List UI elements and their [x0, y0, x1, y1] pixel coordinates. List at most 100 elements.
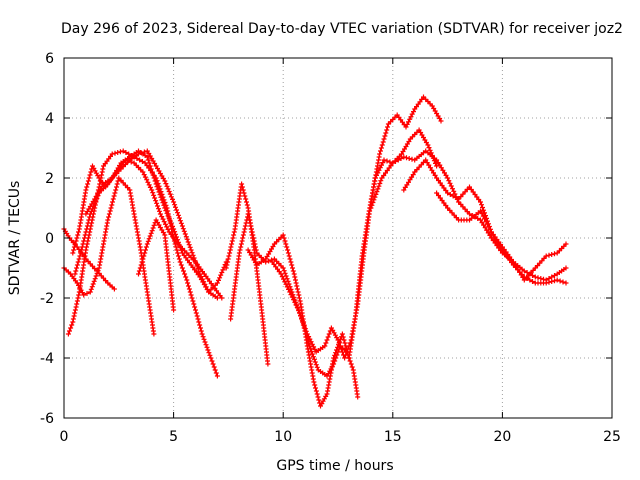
data-point: [479, 202, 484, 208]
data-point: [244, 199, 249, 205]
data-point: [238, 244, 244, 250]
data-point: [530, 279, 535, 284]
data-point: [326, 331, 332, 337]
data-point: [370, 200, 376, 205]
data-point: [410, 172, 416, 178]
data-point: [378, 148, 383, 154]
data-point: [70, 250, 76, 256]
data-point: [231, 229, 237, 235]
data-point: [206, 350, 212, 356]
data-point: [141, 149, 147, 155]
data-point: [202, 339, 208, 345]
data-point: [290, 268, 296, 274]
data-point: [181, 228, 187, 234]
data-point: [445, 190, 451, 196]
data-point: [144, 154, 150, 160]
data-point: [295, 289, 301, 295]
data-point: [447, 192, 453, 197]
data-point: [335, 344, 340, 350]
data-point: [98, 256, 104, 262]
data-point: [146, 160, 152, 166]
data-point: [144, 241, 150, 247]
data-point: [78, 250, 84, 256]
data-point: [404, 182, 410, 188]
data-point: [340, 334, 346, 340]
data-point: [227, 250, 233, 256]
data-point: [240, 187, 246, 193]
data-point: [196, 268, 202, 274]
data-point: [552, 251, 557, 257]
data-point: [182, 231, 188, 237]
data-point: [527, 277, 533, 283]
data-point: [100, 166, 106, 172]
data-point: [176, 256, 182, 262]
data-point: [285, 247, 291, 253]
series-track-15: [434, 190, 569, 283]
data-point: [289, 262, 295, 268]
data-point: [199, 331, 205, 337]
data-point: [74, 265, 80, 271]
data-point: [482, 216, 488, 222]
data-point: [160, 216, 166, 222]
data-point: [251, 238, 257, 244]
axis-ticks: [63, 57, 613, 419]
data-point: [229, 241, 235, 247]
data-point: [310, 354, 316, 360]
data-point: [309, 351, 315, 357]
data-point: [315, 394, 321, 400]
data-point: [294, 304, 300, 310]
x-tick-label: 10: [274, 429, 292, 445]
data-point: [312, 382, 318, 388]
data-point: [193, 310, 199, 316]
data-point: [167, 191, 173, 197]
data-point: [198, 325, 203, 331]
data-point: [86, 175, 92, 181]
data-point: [175, 210, 180, 216]
series-track-13: [368, 148, 569, 283]
data-point: [288, 259, 294, 265]
data-point: [187, 244, 193, 250]
data-point: [278, 271, 284, 277]
data-point: [549, 279, 555, 284]
data-point: [85, 181, 91, 187]
data-point: [467, 211, 472, 217]
data-point: [84, 223, 90, 229]
series-trace: [436, 192, 567, 281]
data-point: [225, 256, 231, 262]
data-point: [429, 167, 435, 173]
data-point: [382, 133, 388, 139]
data-point: [143, 247, 148, 253]
data-point: [195, 266, 201, 272]
data-point: [106, 211, 112, 217]
data-point: [137, 157, 143, 163]
data-point: [75, 295, 81, 301]
data-point: [283, 281, 289, 287]
data-point: [249, 226, 254, 232]
data-point: [486, 224, 492, 230]
data-point: [72, 271, 78, 277]
data-point: [210, 361, 216, 367]
data-point: [161, 202, 167, 208]
data-point: [287, 289, 293, 295]
data-point: [407, 116, 413, 122]
data-point: [114, 181, 120, 187]
data-point: [218, 272, 224, 278]
data-point: [478, 199, 483, 205]
data-point: [208, 355, 214, 361]
data-point: [87, 214, 93, 220]
data-point: [72, 241, 78, 247]
data-point: [201, 336, 207, 342]
data-point: [174, 247, 180, 253]
data-point: [297, 310, 302, 316]
data-point: [563, 280, 569, 286]
data-point: [311, 356, 317, 362]
data-point: [445, 175, 451, 181]
data-point: [514, 264, 519, 270]
data-point: [538, 276, 544, 281]
data-point: [87, 211, 93, 217]
data-point: [164, 183, 170, 189]
data-point: [159, 197, 165, 203]
data-point: [342, 355, 348, 361]
data-point: [289, 294, 295, 300]
